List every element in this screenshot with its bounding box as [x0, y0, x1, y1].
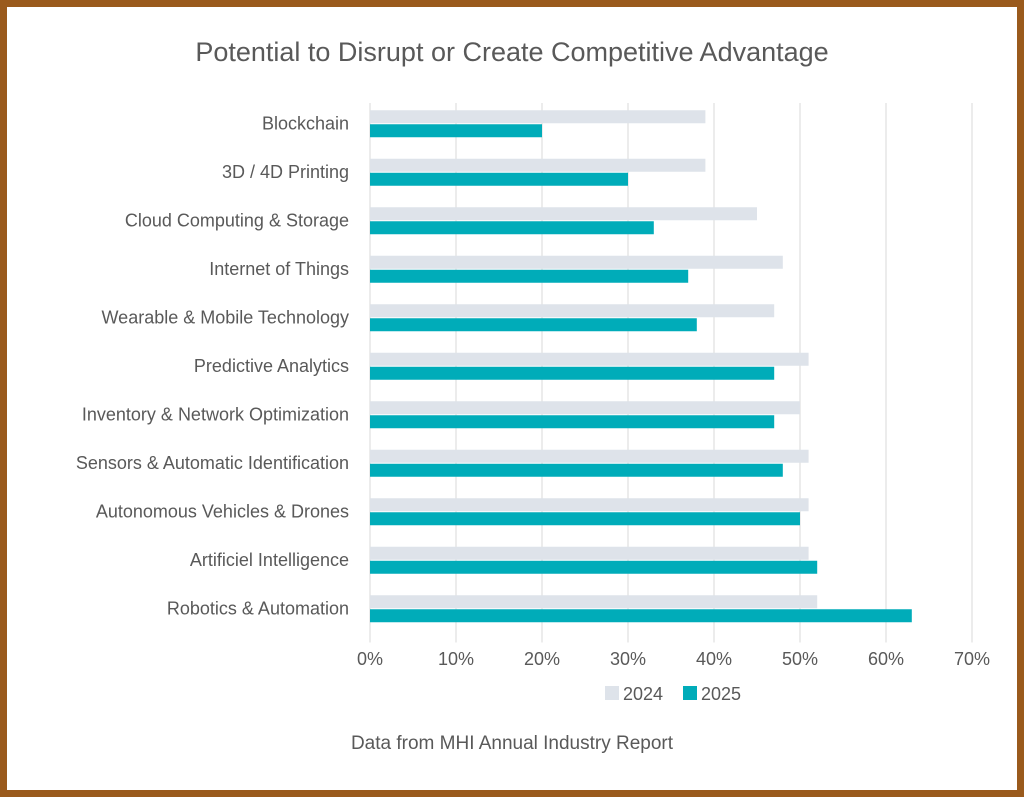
x-tick-label: 60% — [868, 649, 904, 669]
bar-2025 — [370, 318, 697, 332]
legend-label: 2025 — [701, 684, 741, 704]
x-tick-label: 20% — [524, 649, 560, 669]
bar-2024 — [370, 352, 809, 366]
x-tick-label: 30% — [610, 649, 646, 669]
legend-label: 2024 — [623, 684, 663, 704]
category-label: Autonomous Vehicles & Drones — [96, 501, 349, 521]
bar-2025 — [370, 463, 783, 477]
bar-2024 — [370, 110, 706, 124]
category-label: 3D / 4D Printing — [222, 162, 349, 182]
bar-2024 — [370, 255, 783, 269]
bar-2025 — [370, 512, 800, 526]
bar-2024 — [370, 546, 809, 560]
x-tick-label: 10% — [438, 649, 474, 669]
category-label: Predictive Analytics — [194, 356, 349, 376]
bar-2024 — [370, 498, 809, 512]
chart-frame: Potential to Disrupt or Create Competiti… — [7, 7, 1017, 790]
bar-2024 — [370, 207, 757, 221]
category-label: Robotics & Automation — [167, 598, 349, 618]
bar-2024 — [370, 595, 818, 609]
category-label: Blockchain — [262, 113, 349, 133]
category-label: Inventory & Network Optimization — [82, 404, 349, 424]
bar-2024 — [370, 401, 800, 415]
category-label: Sensors & Automatic Identification — [76, 453, 349, 473]
bar-2024 — [370, 158, 706, 172]
legend-swatch-2025 — [683, 686, 697, 700]
bar-2025 — [370, 609, 912, 623]
category-label: Artificiel Intelligence — [190, 550, 349, 570]
bar-2025 — [370, 560, 818, 574]
bar-2025 — [370, 415, 775, 429]
bar-2025 — [370, 172, 628, 186]
bar-2025 — [370, 269, 689, 283]
category-label: Wearable & Mobile Technology — [102, 307, 349, 327]
x-tick-label: 70% — [954, 649, 990, 669]
bar-2025 — [370, 366, 775, 380]
x-tick-label: 40% — [696, 649, 732, 669]
bar-chart: Potential to Disrupt or Create Competiti… — [76, 37, 990, 754]
chart-caption: Data from MHI Annual Industry Report — [351, 733, 674, 754]
bar-2024 — [370, 304, 775, 318]
category-label: Cloud Computing & Storage — [125, 210, 349, 230]
bar-2024 — [370, 449, 809, 463]
category-label: Internet of Things — [209, 259, 349, 279]
legend-swatch-2024 — [605, 686, 619, 700]
x-tick-label: 0% — [357, 649, 383, 669]
bar-2025 — [370, 124, 542, 138]
x-tick-label: 50% — [782, 649, 818, 669]
bar-2025 — [370, 221, 654, 235]
chart-title: Potential to Disrupt or Create Competiti… — [195, 37, 828, 67]
